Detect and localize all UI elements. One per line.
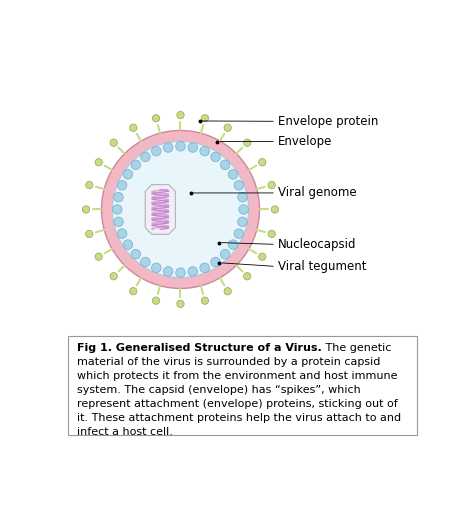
Circle shape [110, 272, 118, 280]
Circle shape [200, 146, 210, 156]
Circle shape [244, 272, 251, 280]
Circle shape [152, 146, 161, 156]
Circle shape [234, 181, 244, 190]
Circle shape [123, 170, 133, 179]
Circle shape [258, 253, 266, 261]
Circle shape [112, 205, 122, 214]
Circle shape [101, 130, 259, 288]
Circle shape [95, 159, 102, 166]
Circle shape [234, 229, 244, 239]
Circle shape [176, 142, 185, 151]
Text: Envelope: Envelope [278, 135, 332, 148]
Circle shape [114, 217, 123, 227]
Circle shape [131, 160, 141, 170]
Text: which protects it from the environment and host immune: which protects it from the environment a… [77, 371, 397, 381]
Text: Envelope protein: Envelope protein [278, 115, 378, 128]
Circle shape [129, 288, 137, 295]
Circle shape [152, 263, 161, 272]
Circle shape [118, 181, 127, 190]
Circle shape [239, 205, 248, 214]
Text: Nucleocapsid: Nucleocapsid [278, 238, 356, 251]
Circle shape [176, 268, 185, 278]
Circle shape [164, 267, 173, 276]
Circle shape [244, 139, 251, 146]
Circle shape [220, 160, 230, 170]
Circle shape [188, 143, 198, 152]
Text: Fig 1. Generalised Structure of a Virus.: Fig 1. Generalised Structure of a Virus. [77, 343, 322, 353]
Circle shape [211, 152, 220, 162]
Text: represent attachment (envelope) proteins, sticking out of: represent attachment (envelope) proteins… [77, 399, 398, 409]
Circle shape [271, 206, 279, 213]
Circle shape [220, 249, 230, 259]
Circle shape [268, 182, 275, 189]
Circle shape [129, 124, 137, 131]
Circle shape [258, 159, 266, 166]
Circle shape [237, 217, 247, 227]
Circle shape [224, 288, 231, 295]
Circle shape [141, 257, 150, 267]
Circle shape [237, 192, 247, 202]
Circle shape [141, 152, 150, 162]
Circle shape [86, 230, 93, 238]
Circle shape [114, 192, 123, 202]
Circle shape [123, 240, 133, 249]
Circle shape [200, 263, 210, 272]
Text: infect a host cell.: infect a host cell. [77, 427, 173, 437]
Circle shape [152, 114, 160, 122]
Circle shape [211, 257, 220, 267]
Circle shape [112, 142, 248, 278]
Circle shape [188, 267, 198, 276]
Circle shape [177, 111, 184, 119]
Circle shape [201, 297, 209, 304]
Text: Viral genome: Viral genome [278, 186, 356, 200]
Circle shape [224, 124, 231, 131]
Circle shape [118, 229, 127, 239]
Circle shape [82, 206, 90, 213]
Polygon shape [145, 185, 175, 234]
Text: material of the virus is surrounded by a protein capsid: material of the virus is surrounded by a… [77, 357, 380, 367]
Circle shape [177, 300, 184, 308]
Text: system. The capsid (envelope) has “spikes”, which: system. The capsid (envelope) has “spike… [77, 385, 361, 394]
Circle shape [228, 170, 238, 179]
Circle shape [152, 297, 160, 304]
Circle shape [268, 230, 275, 238]
Circle shape [201, 114, 209, 122]
Circle shape [131, 249, 141, 259]
Text: The genetic: The genetic [322, 343, 391, 353]
Circle shape [164, 143, 173, 152]
Circle shape [110, 139, 118, 146]
Circle shape [228, 240, 238, 249]
Text: it. These attachment proteins help the virus attach to and: it. These attachment proteins help the v… [77, 412, 401, 423]
Text: Viral tegument: Viral tegument [278, 260, 366, 273]
FancyBboxPatch shape [68, 336, 418, 436]
Circle shape [95, 253, 102, 261]
Circle shape [86, 182, 93, 189]
